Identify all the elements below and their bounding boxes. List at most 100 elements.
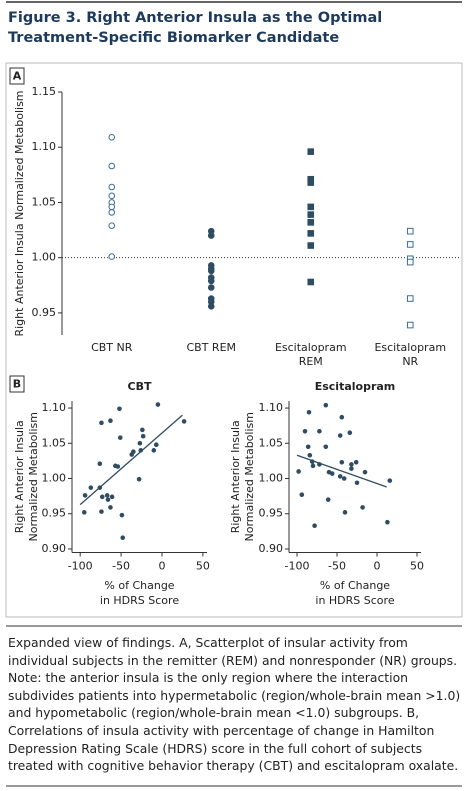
point bbox=[105, 497, 111, 502]
x-tick-label: 50 bbox=[410, 560, 424, 573]
point bbox=[385, 519, 390, 525]
x-tick-label: 50 bbox=[196, 560, 210, 573]
point bbox=[129, 452, 135, 457]
point bbox=[207, 302, 215, 310]
chart-title: CBT bbox=[128, 380, 152, 393]
point bbox=[207, 267, 215, 275]
y-tick-label: 1.00 bbox=[32, 251, 57, 264]
point bbox=[325, 497, 331, 502]
x-tick-label: 0 bbox=[159, 560, 166, 573]
point bbox=[207, 277, 215, 285]
point bbox=[307, 179, 315, 186]
point bbox=[349, 466, 354, 471]
y-tick-label: 1.05 bbox=[32, 195, 57, 208]
point bbox=[108, 418, 113, 424]
point bbox=[310, 463, 316, 469]
point bbox=[307, 148, 315, 155]
point bbox=[406, 295, 414, 302]
panel-frame bbox=[5, 62, 463, 618]
point bbox=[362, 469, 368, 475]
y-axis-label: Right Anterior Insula bbox=[13, 420, 26, 533]
x-tick-label: CBT NR bbox=[91, 341, 133, 354]
point bbox=[108, 162, 116, 170]
point bbox=[108, 203, 116, 211]
point bbox=[305, 444, 311, 450]
point bbox=[353, 460, 359, 465]
point bbox=[339, 414, 345, 420]
point bbox=[342, 510, 348, 515]
y-tick-label: 1.00 bbox=[259, 472, 284, 485]
point bbox=[120, 535, 126, 541]
y-tick-label: 1.00 bbox=[42, 472, 67, 485]
point bbox=[307, 242, 315, 249]
point bbox=[406, 241, 414, 248]
point bbox=[81, 510, 87, 515]
point bbox=[140, 427, 145, 433]
point bbox=[108, 253, 116, 260]
x-tick-label: Escitalopram REM bbox=[275, 341, 347, 368]
x-tick-label: -50 bbox=[112, 560, 130, 573]
point bbox=[207, 232, 215, 239]
point bbox=[82, 493, 88, 498]
point bbox=[329, 471, 335, 476]
point bbox=[312, 523, 317, 529]
point bbox=[406, 321, 414, 329]
point bbox=[341, 476, 347, 481]
y-axis-label: Right Anterior Insula bbox=[229, 420, 242, 533]
point bbox=[337, 474, 343, 479]
x-tick-label: -100 bbox=[68, 560, 93, 573]
point bbox=[339, 460, 345, 465]
y-axis-label: Normalized Metabolism bbox=[243, 412, 256, 541]
x-tick-label: -50 bbox=[328, 560, 346, 573]
panel-label: A bbox=[13, 70, 22, 83]
x-tick-label: 0 bbox=[374, 560, 381, 573]
y-tick-label: 0.90 bbox=[42, 542, 67, 555]
point bbox=[108, 222, 116, 229]
point bbox=[108, 505, 113, 510]
point bbox=[109, 494, 115, 500]
point bbox=[140, 433, 146, 439]
point bbox=[347, 430, 353, 436]
point bbox=[387, 478, 393, 483]
caption: Expanded view of findings. A, Scatterplo… bbox=[8, 635, 461, 774]
point bbox=[88, 485, 94, 490]
point bbox=[99, 494, 105, 500]
trend-line bbox=[296, 454, 387, 488]
point bbox=[181, 419, 187, 424]
y-tick-label: 1.05 bbox=[259, 436, 284, 449]
point bbox=[119, 512, 125, 518]
point bbox=[307, 219, 315, 226]
point bbox=[354, 480, 360, 486]
point bbox=[296, 469, 301, 474]
point bbox=[207, 284, 215, 291]
point bbox=[117, 406, 122, 412]
y-axis-label: Right Anterior Insula Normalized Metabol… bbox=[13, 90, 26, 336]
x-tick-label: -100 bbox=[285, 560, 310, 573]
point bbox=[108, 192, 116, 200]
x-tick-label: Escitalopram NR bbox=[374, 341, 446, 368]
point bbox=[323, 444, 329, 450]
trend-line bbox=[79, 414, 183, 506]
point bbox=[349, 462, 354, 467]
y-tick-label: 0.95 bbox=[32, 306, 57, 319]
y-tick-label: 0.90 bbox=[259, 542, 284, 555]
point bbox=[307, 278, 315, 286]
point bbox=[138, 448, 144, 453]
point bbox=[97, 461, 103, 467]
x-axis-label: in HDRS Score bbox=[100, 594, 179, 607]
point bbox=[99, 420, 104, 426]
point bbox=[108, 133, 116, 141]
y-tick-label: 0.95 bbox=[42, 507, 67, 520]
chart-title: Escitalopram bbox=[315, 380, 396, 393]
point bbox=[307, 203, 315, 211]
point bbox=[307, 452, 313, 458]
point bbox=[360, 505, 365, 510]
point bbox=[108, 209, 116, 216]
y-tick-label: 1.15 bbox=[32, 85, 57, 98]
point bbox=[307, 230, 315, 237]
point bbox=[299, 492, 305, 498]
panel-label: B bbox=[13, 378, 21, 391]
panel-label-box bbox=[9, 375, 25, 393]
figure-title: Figure 3. Right Anterior Insula as the O… bbox=[8, 10, 383, 46]
